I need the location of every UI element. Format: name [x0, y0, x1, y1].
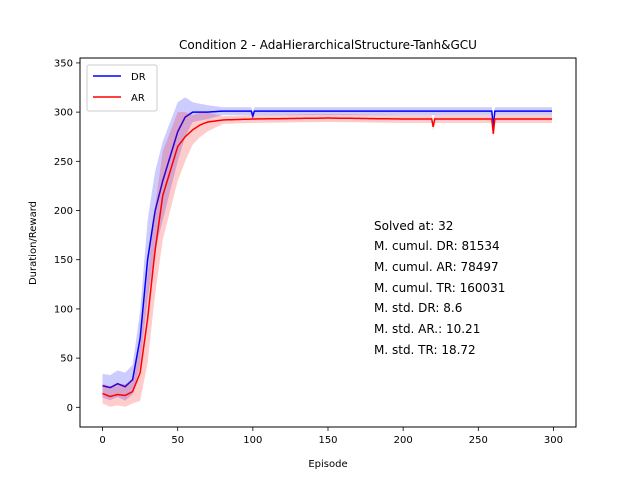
y-tick-label: 150	[54, 255, 73, 266]
x-tick-label: 250	[469, 435, 488, 446]
x-tick-label: 300	[544, 435, 563, 446]
annotation-cumul-dr: M. cumul. DR: 81534	[374, 239, 500, 253]
legend: DR AR	[86, 64, 158, 112]
chart-title: Condition 2 - AdaHierarchicalStructure-T…	[179, 38, 477, 52]
x-tick-label: 0	[99, 435, 105, 446]
x-tick-label: 100	[243, 435, 262, 446]
x-tick-label: 150	[318, 435, 337, 446]
annotation-std-dr: M. std. DR: 8.6	[374, 301, 462, 315]
y-tick-label: 200	[54, 206, 73, 217]
y-tick-label: 100	[54, 304, 73, 315]
annotation-cumul-ar: M. cumul. AR: 78497	[374, 260, 499, 274]
legend-label-dr: DR	[131, 72, 146, 83]
y-axis-label: Duration/Reward	[28, 201, 39, 285]
y-tick-label: 0	[67, 403, 73, 414]
x-tick-label: 50	[171, 435, 184, 446]
annotation-solved: Solved at: 32	[374, 219, 453, 233]
x-axis-label: Episode	[308, 459, 347, 470]
y-tick-label: 300	[54, 108, 73, 119]
y-tick-label: 250	[54, 157, 73, 168]
x-tick-label: 200	[394, 435, 413, 446]
stats-annotation: Solved at: 32 M. cumul. DR: 81534 M. cum…	[374, 219, 505, 357]
y-tick-label: 50	[60, 354, 73, 365]
y-tick-label: 350	[54, 58, 73, 69]
annotation-cumul-tr: M. cumul. TR: 160031	[374, 281, 505, 295]
annotation-std-tr: M. std. TR: 18.72	[374, 343, 476, 357]
legend-label-ar: AR	[131, 93, 145, 104]
annotation-std-ar: M. std. AR.: 10.21	[374, 322, 480, 336]
x-axis: 0 50 100 150 200 250 300	[99, 427, 563, 446]
series-line-dr	[102, 110, 552, 389]
y-axis: 0 50 100 150 200 250 300 350	[54, 58, 80, 414]
plot-area	[102, 97, 552, 407]
series-line-ar	[102, 117, 552, 398]
legend-box	[86, 64, 158, 112]
